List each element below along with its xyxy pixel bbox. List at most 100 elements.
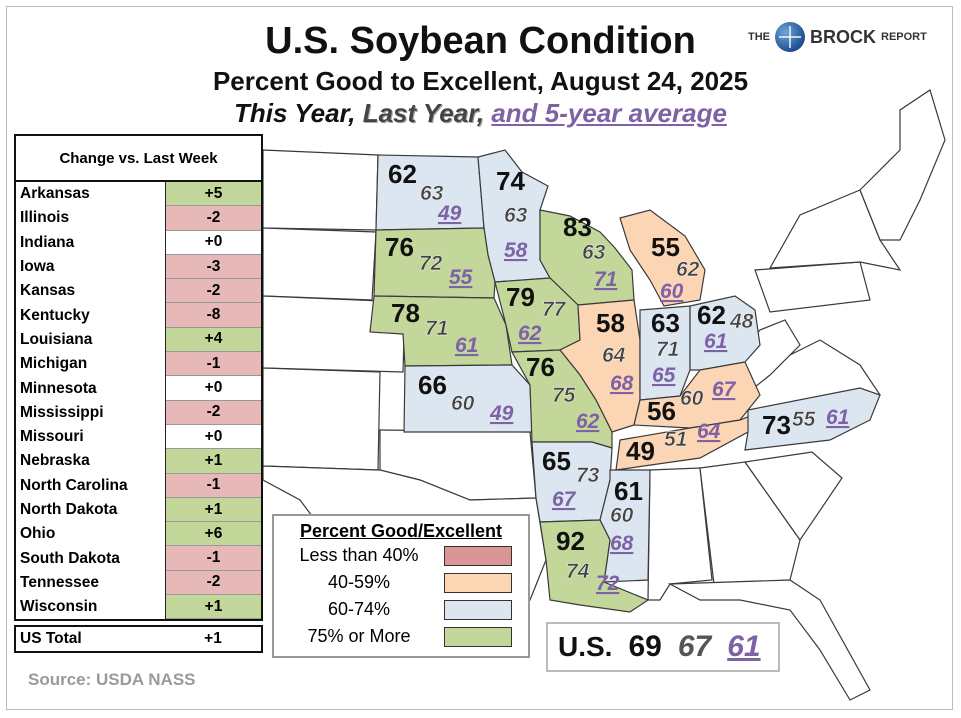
change-table-row: Kansas -2 xyxy=(16,279,261,304)
new-england-outline xyxy=(859,89,946,241)
label-wisconsin-this-year: 83 xyxy=(563,212,592,242)
label-ohio-last-year: 48 xyxy=(729,310,754,333)
change-table-state: Ohio xyxy=(16,522,166,547)
logo-pre-text: THE xyxy=(748,31,770,43)
label-missouri-last-year: 75 xyxy=(552,384,576,407)
change-table-state: Kansas xyxy=(16,279,166,304)
label-mississippi-5yr-avg: 68 xyxy=(610,532,634,555)
change-table-value: -1 xyxy=(166,473,261,498)
us-total-this-year: 69 xyxy=(628,630,662,663)
legend-item-label: 60-74% xyxy=(327,599,391,619)
change-table-state: South Dakota xyxy=(16,546,166,571)
legend-item: 60-74% xyxy=(274,596,528,623)
legend-swatch xyxy=(444,599,512,620)
change-table-state: Iowa xyxy=(16,254,166,280)
label-nebraska-5yr-avg: 61 xyxy=(455,334,478,357)
legend-item: Less than 40% xyxy=(274,542,528,569)
change-table-row: Nebraska +1 xyxy=(16,449,261,474)
change-table-value: -1 xyxy=(166,352,261,377)
change-table-state: Missouri xyxy=(16,424,166,450)
label-missouri-5yr-avg: 62 xyxy=(576,410,600,433)
label-kentucky-this-year: 56 xyxy=(647,396,676,426)
label-arkansas-this-year: 65 xyxy=(542,446,571,476)
label-north-dakota-5yr-avg: 49 xyxy=(437,202,462,225)
change-table-row: Minnesota +0 xyxy=(16,376,261,401)
label-north-carolina-last-year: 55 xyxy=(792,408,816,431)
label-indiana-this-year: 63 xyxy=(651,308,680,338)
globe-icon xyxy=(775,22,805,52)
change-table-value: +4 xyxy=(166,327,261,353)
label-kansas-this-year: 66 xyxy=(418,370,447,400)
change-vs-last-week-table: Change vs. Last Week Arkansas +5 Illinois -… xyxy=(14,134,263,622)
label-minnesota-this-year: 74 xyxy=(496,166,525,196)
montana-outline xyxy=(262,149,379,231)
label-wisconsin-last-year: 63 xyxy=(582,241,606,264)
label-minnesota-last-year: 63 xyxy=(504,204,528,227)
label-south-dakota-last-year: 72 xyxy=(419,252,443,275)
label-mississippi-this-year: 61 xyxy=(614,476,643,506)
label-wisconsin-5yr-avg: 71 xyxy=(594,268,617,291)
label-iowa-last-year: 77 xyxy=(542,298,567,321)
change-table-row: Kentucky -8 xyxy=(16,303,261,328)
label-kentucky-5yr-avg: 67 xyxy=(712,378,737,401)
change-table-value: -2 xyxy=(166,400,261,425)
label-indiana-5yr-avg: 65 xyxy=(652,364,676,387)
change-table-state: Mississippi xyxy=(16,400,166,425)
legend-item: 40-59% xyxy=(274,569,528,596)
change-table-state: Tennessee xyxy=(16,570,166,596)
change-table-state: Indiana xyxy=(16,230,166,255)
label-kentucky-last-year: 60 xyxy=(680,387,704,410)
change-table-value: -1 xyxy=(166,546,261,571)
change-table-state: North Carolina xyxy=(16,473,166,498)
change-table-row: Michigan -1 xyxy=(16,352,261,377)
brock-report-logo: THE BROCK REPORT xyxy=(748,20,927,54)
change-table-value: -2 xyxy=(166,206,261,231)
change-table-state: Minnesota xyxy=(16,376,166,401)
source-note: Source: USDA NASS xyxy=(28,670,196,689)
series-five-year-label: and 5-year average xyxy=(491,98,727,128)
legend-swatch xyxy=(444,545,512,566)
label-michigan-5yr-avg: 60 xyxy=(660,280,684,303)
change-table-state: Louisiana xyxy=(16,327,166,353)
label-tennessee-this-year: 49 xyxy=(626,436,655,466)
logo-brand-text: BROCK xyxy=(810,26,876,47)
label-illinois-this-year: 58 xyxy=(596,308,625,338)
change-table-row: Arkansas +5 xyxy=(16,182,261,207)
label-louisiana-last-year: 74 xyxy=(566,560,590,583)
label-louisiana-5yr-avg: 72 xyxy=(596,572,620,595)
us-total-5yr-avg: 61 xyxy=(727,630,761,663)
reported-states xyxy=(369,149,881,613)
state-labels: 62 63 49 74 63 58 83 63 71 55 62 60 76 7… xyxy=(385,159,849,595)
wyoming-outline xyxy=(262,227,377,301)
change-table-row: Wisconsin +1 xyxy=(16,595,261,620)
change-table-row: Illinois -2 xyxy=(16,206,261,231)
chart-frame xyxy=(6,6,953,710)
series-key-line: This Year, Last Year, and 5-year average xyxy=(0,98,961,129)
change-table-value: +0 xyxy=(166,376,261,401)
legend-swatch xyxy=(444,626,512,647)
us-total-box: U.S. 69 67 61 xyxy=(546,622,780,672)
change-table-state: Kentucky xyxy=(16,303,166,328)
change-table-state: Nebraska xyxy=(16,449,166,474)
change-table-value: +0 xyxy=(166,424,261,450)
change-table-row: Ohio +6 xyxy=(16,522,261,547)
legend-item-label: Less than 40% xyxy=(299,545,419,565)
us-total-box-label: U.S. xyxy=(558,631,613,662)
label-north-carolina-this-year: 73 xyxy=(762,410,791,440)
page-subtitle: Percent Good to Excellent, August 24, 20… xyxy=(212,66,749,96)
change-table-value: -8 xyxy=(166,303,261,328)
change-table-state: North Dakota xyxy=(16,497,166,523)
series-last-year-label: Last Year, xyxy=(362,98,485,128)
new-mexico-outline xyxy=(262,367,381,471)
label-nebraska-last-year: 71 xyxy=(425,317,448,340)
change-table-total-row: US Total +1 xyxy=(14,625,263,653)
colorado-outline xyxy=(262,295,406,373)
change-table-state: Michigan xyxy=(16,352,166,377)
label-ohio-5yr-avg: 61 xyxy=(704,330,727,353)
label-north-dakota-last-year: 63 xyxy=(420,182,444,205)
legend-title: Percent Good/Excellent xyxy=(299,521,503,541)
label-arkansas-last-year: 73 xyxy=(576,464,600,487)
state-shape-ohio xyxy=(689,295,761,371)
pennsylvania-outline xyxy=(754,261,871,313)
